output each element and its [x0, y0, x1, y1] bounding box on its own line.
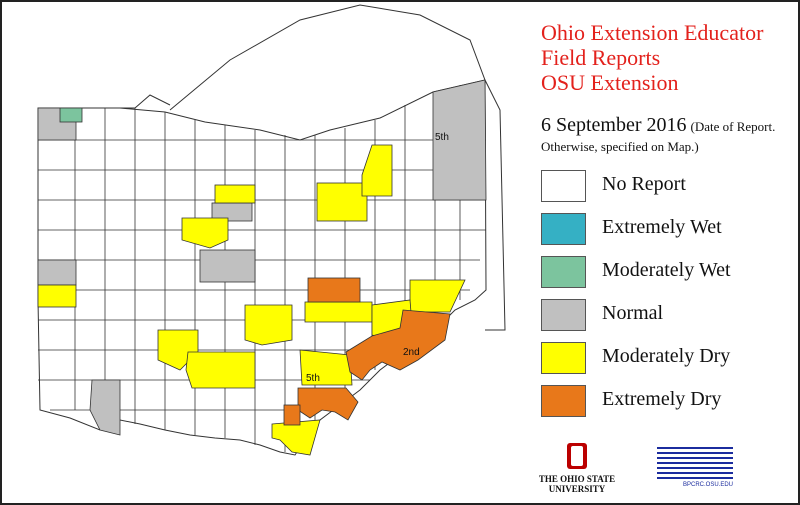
legend-label: Moderately Wet [602, 259, 731, 281]
bpcrc-url: BPCRC.OSU.EDU [682, 482, 733, 488]
ohio-county-map: 5th 2nd 5th [37, 4, 506, 456]
michigan-border [40, 94, 171, 109]
county-moderately-wet [59, 107, 83, 123]
report-date-block: 6 September 2016 (Date of Report. Otherw… [541, 114, 791, 155]
block-o-icon [567, 443, 587, 469]
legend-label: No Report [602, 173, 686, 195]
legend-swatch [541, 213, 586, 245]
legend-label: Moderately Dry [602, 345, 731, 367]
legend-label: Normal [602, 302, 664, 324]
lake-erie-shoreline [169, 4, 506, 331]
legend-swatch [541, 299, 586, 331]
normal-counties [37, 79, 487, 436]
bpcrc-stripes-icon [657, 447, 733, 479]
title-line-2: Field Reports [541, 45, 661, 70]
moderately-dry-counties [37, 144, 466, 456]
legend-swatch [541, 342, 586, 374]
district-label-2nd: 2nd [403, 347, 420, 358]
legend-label: Extremely Wet [602, 216, 722, 238]
district-label-5th-south: 5th [306, 373, 320, 384]
title-line-3: OSU Extension [541, 70, 679, 95]
legend-swatch [541, 256, 586, 288]
date-note-2: Otherwise, specified on Map.) [541, 139, 699, 154]
legend-label: Extremely Dry [602, 388, 722, 410]
district-label-5th-northeast: 5th [435, 132, 449, 143]
osu-logo-line-1: THE OHIO STATE [538, 474, 616, 484]
date-note-1: (Date of Report. [690, 119, 776, 134]
bpcrc-logo: BPCRC.OSU.EDU [657, 447, 733, 492]
extremely-dry-counties [283, 277, 451, 426]
title-line-1: Ohio Extension Educator [541, 20, 764, 45]
osu-logo-line-2: UNIVERSITY [548, 484, 606, 494]
report-date: 6 September 2016 [541, 114, 687, 136]
legend-swatch [541, 385, 586, 417]
legend-swatch [541, 170, 586, 202]
osu-logo: THE OHIO STATE UNIVERSITY [536, 443, 618, 494]
map-title-block: Ohio Extension Educator Field Reports OS… [541, 20, 763, 95]
